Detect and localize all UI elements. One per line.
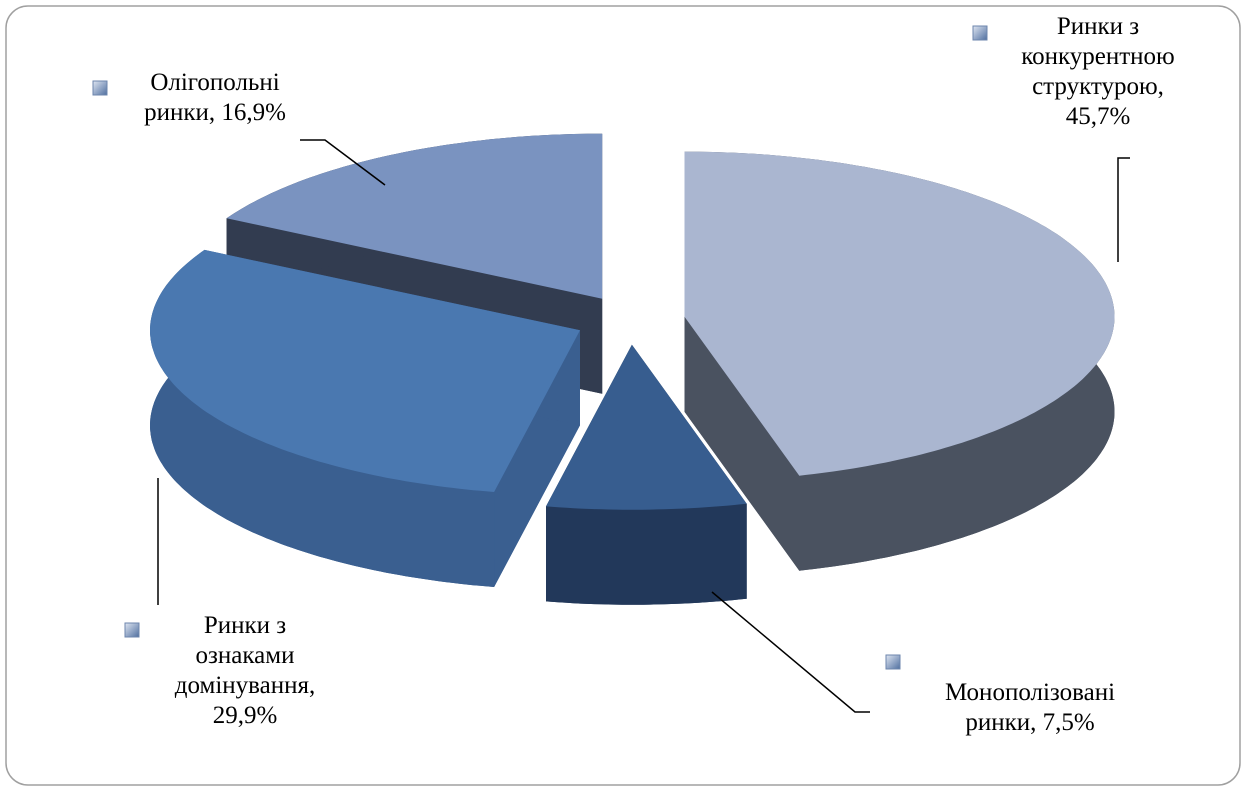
data-label-line: ринки, 7,5% [965, 709, 1094, 736]
data-label: Олігопольні ринки, 16,9% [144, 69, 286, 126]
slice-top [150, 249, 580, 492]
slice-edge [150, 249, 495, 587]
data-label-line: Олігопольні [150, 69, 279, 96]
data-label-line: Монополізовані [945, 679, 1115, 706]
slice-top [684, 151, 1115, 476]
slice-top [226, 133, 603, 299]
slice-face [684, 316, 800, 571]
legend-marker [885, 654, 901, 670]
slice-edge [546, 503, 747, 605]
leader-line [300, 139, 386, 186]
data-label-line: ознаками [196, 642, 295, 669]
data-label-line: Ринки з [204, 612, 286, 639]
legend-marker [92, 80, 108, 96]
data-label-line: 29,9% [213, 702, 278, 729]
data-label: Ринки з конкурентною структурою, 45,7% [1021, 13, 1175, 130]
data-label-line: ринки, 16,9% [144, 99, 286, 126]
data-label-line: конкурентною [1021, 43, 1175, 70]
data-label-line: Ринки з [1057, 13, 1139, 40]
legend-marker [972, 25, 988, 41]
slice [684, 151, 1115, 571]
leader-line [711, 591, 870, 713]
data-label-line: домінування, [175, 672, 315, 699]
slice [150, 249, 580, 587]
legend-marker [124, 622, 140, 638]
slice-top [546, 344, 747, 510]
leader-line [1117, 157, 1130, 262]
slice [546, 344, 747, 605]
data-label: Ринки з ознаками домінування, 29,9% [175, 612, 315, 729]
data-label-line: структурою, [1032, 73, 1164, 100]
data-label: Монополізовані ринки, 7,5% [945, 679, 1115, 736]
data-label-line: 45,7% [1066, 103, 1131, 130]
